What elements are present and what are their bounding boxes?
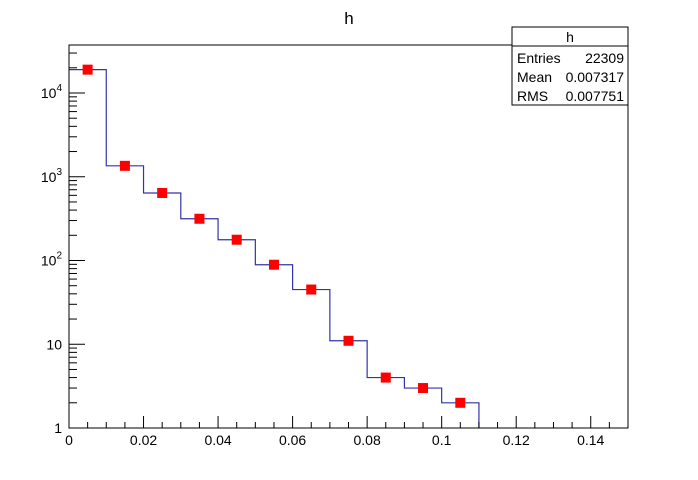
stats-rms-label: RMS [517,88,548,104]
x-tick-label: 0.02 [130,432,157,448]
x-tick-label: 0.1 [432,432,452,448]
stats-box: h Entries 22309 Mean 0.007317 RMS 0.0077… [511,26,629,106]
chart-title: h [344,9,353,28]
y-tick-base: 10 [46,336,62,352]
stats-entries-label: Entries [517,50,561,66]
data-marker [268,259,279,270]
y-tick-label: 103 [41,167,63,185]
data-markers [82,64,466,408]
data-marker [306,284,317,295]
histogram-line [69,69,480,428]
histogram-step-line [69,69,480,428]
y-tick-exponent: 3 [56,167,62,178]
x-tick-label: 0 [65,432,73,448]
data-marker [418,383,429,394]
y-tick-base: 10 [41,85,57,101]
data-marker [82,64,93,75]
x-tick-label: 0.14 [577,432,604,448]
data-marker [157,187,168,198]
data-marker [119,160,130,171]
data-marker [343,335,354,346]
y-tick-label: 104 [41,83,63,101]
x-tick-label: 0.06 [279,432,306,448]
x-tick-label: 0.08 [354,432,381,448]
x-tick-label: 0.04 [204,432,231,448]
y-tick-base: 1 [54,420,62,436]
y-tick-label: 10 [46,336,62,352]
stats-rms-value: 0.007751 [566,88,625,104]
y-tick-base: 10 [41,169,57,185]
data-marker [380,372,391,383]
stats-entries-value: 22309 [585,50,624,66]
stats-title: h [566,29,574,45]
x-tick-label: 0.12 [503,432,530,448]
stats-mean-label: Mean [517,69,552,85]
data-marker [194,213,205,224]
data-marker [455,397,466,408]
y-tick-label: 102 [41,251,63,269]
x-axis: 0 0.02 0.04 0.06 0.08 0.1 0.12 0.14 [65,416,629,448]
stats-mean-value: 0.007317 [566,69,625,85]
y-tick-label: 1 [54,420,62,436]
y-tick-exponent: 2 [56,251,62,262]
data-marker [231,234,242,245]
y-tick-base: 10 [41,253,57,269]
y-tick-exponent: 4 [56,83,62,94]
